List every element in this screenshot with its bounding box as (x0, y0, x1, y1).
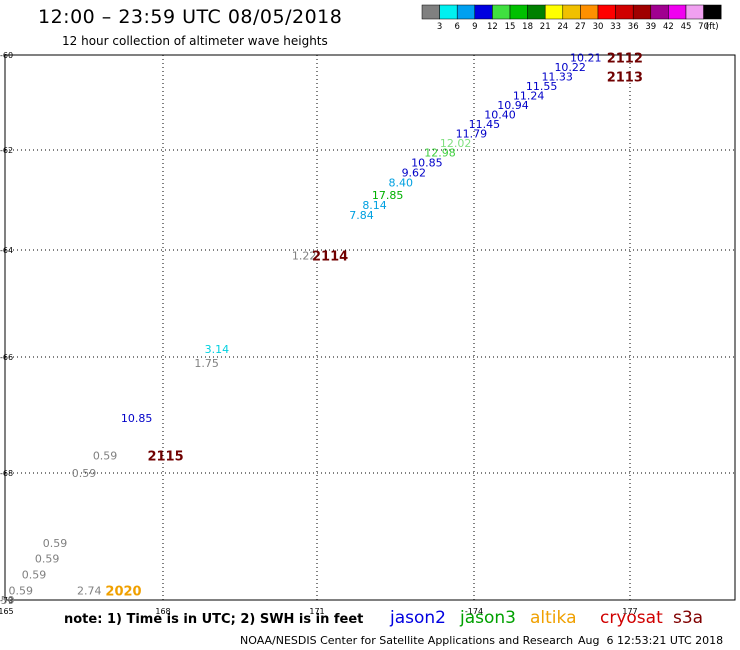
latitude-label: -68 (0, 469, 13, 478)
longitude-label: 168 (155, 607, 170, 616)
colorbar-label: 12 (487, 22, 498, 32)
colorbar-label: 24 (557, 22, 568, 32)
satellite-legend-altika: altika (530, 608, 577, 628)
footer-credit: NOAA/NESDIS Center for Satellite Applica… (240, 634, 574, 647)
longitude-label: 171 (309, 607, 324, 616)
wave-height-value: 11.45 (469, 118, 501, 131)
wave-height-value: 10.40 (484, 108, 516, 121)
pass-number-label: 2113 (607, 70, 643, 85)
colorbar-swatch (509, 4, 528, 20)
wave-height-value: 11.24 (513, 89, 545, 102)
map-subtitle: 12 hour collection of altimeter wave hei… (62, 34, 328, 48)
wave-height-value: 0.59 (35, 553, 60, 566)
wave-height-value: 1.22 (292, 249, 317, 262)
map-grid (4, 54, 736, 601)
observations-layer: 10.2110.2211.3311.5511.2410.9410.4011.45… (0, 51, 602, 607)
latitude-label: -70 (0, 596, 13, 605)
wave-height-value: 0.59 (0, 594, 15, 607)
wave-height-value: 0.59 (43, 537, 68, 550)
colorbar-swatch (685, 4, 704, 20)
latitude-label: -60 (0, 51, 13, 60)
longitude-label: -174 (465, 607, 483, 616)
wave-height-value: 1.75 (194, 357, 219, 370)
pass-number-label: 2115 (147, 450, 183, 465)
colorbar-swatch (456, 4, 476, 20)
wave-height-value: 11.79 (456, 127, 488, 140)
colorbar-swatch (597, 4, 616, 20)
colorbar-label: 70 (698, 22, 709, 32)
colorbar-swatch (562, 4, 581, 20)
colorbar-label: 45 (681, 22, 692, 32)
colorbar-label: 39 (645, 22, 656, 32)
map-title: 12:00 – 23:59 UTC 08/05/2018 (38, 6, 343, 28)
wave-height-value: 10.94 (497, 99, 529, 112)
map-border (4, 54, 736, 601)
satellite-legend-cryosat: cryosat (600, 608, 663, 628)
colorbar-legend: 3 6 9 12 15 18 21 24 27 30 33 36 39 42 45 70(ft) (421, 4, 722, 32)
colorbar-swatch (580, 4, 599, 20)
colorbar-label: 27 (575, 22, 586, 32)
longitude-label: 165 (0, 607, 14, 616)
latitude-label: -64 (0, 246, 13, 255)
colorbar-label: 3 (437, 22, 442, 32)
colorbar-swatch (650, 4, 669, 20)
wave-height-value: 10.22 (554, 61, 586, 74)
latitude-label: -62 (0, 146, 13, 155)
colorbar-swatch (632, 4, 652, 20)
wave-height-value: 10.21 (570, 51, 602, 64)
wave-height-value: 0.59 (9, 584, 34, 597)
wave-height-value: 11.55 (526, 80, 558, 93)
wave-height-value: 3.14 (205, 343, 230, 356)
wave-height-value: 12.98 (424, 147, 456, 160)
colorbar-swatch (421, 4, 440, 20)
satellite-legend-s3a: s3a (673, 608, 704, 628)
wave-height-value: 8.40 (388, 177, 413, 190)
colorbar-swatch (668, 4, 687, 20)
wave-height-value: 2.74 (77, 584, 102, 597)
wave-height-value: 11.33 (541, 70, 573, 83)
colorbar-label: 42 (663, 22, 674, 32)
footer-timestamp: Aug 6 12:53:21 UTC 2018 (578, 634, 724, 647)
wave-height-value: 10.85 (121, 412, 153, 425)
colorbar-swatch (492, 4, 511, 20)
wave-height-value: 7.84 (349, 209, 374, 222)
colorbar-label: 30 (593, 22, 604, 32)
wave-height-value: 0.59 (93, 450, 118, 463)
footer-note: note: 1) Time is in UTC; 2) SWH is in fe… (64, 612, 364, 627)
latitude-label: -66 (0, 353, 13, 362)
colorbar-label: 6 (454, 22, 459, 32)
wave-height-value: 10.85 (411, 157, 443, 170)
wave-height-value: 9.62 (402, 167, 427, 180)
colorbar-swatch (439, 4, 458, 20)
satellite-legend-jason2: jason2 (390, 608, 446, 628)
colorbar-label: 9 (472, 22, 477, 32)
colorbar-swatch (703, 4, 722, 20)
axis-labels: 165 168 171 -174 177 -60 -62 -64 -66 -68 -70 (0, 51, 638, 616)
wave-height-value: 17.85 (372, 189, 404, 202)
colorbar-label: 18 (522, 22, 533, 32)
colorbar-label: 36 (628, 22, 639, 32)
pass-number-label: 2112 (607, 51, 643, 66)
colorbar-unit: (ft) (706, 22, 719, 32)
satellite-legend-jason3: jason3 (460, 608, 516, 628)
colorbar-label: 21 (540, 22, 551, 32)
pass-number-label: 2020 (105, 584, 141, 599)
wave-height-value: 12.02 (440, 137, 472, 150)
wave-height-value: 8.14 (362, 199, 387, 212)
colorbar-swatch (474, 4, 493, 20)
colorbar-label: 15 (505, 22, 516, 32)
pass-labels-layer: 2112 2113 2114 2115 2020 (105, 51, 642, 599)
colorbar-label: 33 (610, 22, 621, 32)
colorbar-swatch (615, 4, 634, 20)
wave-height-value: 0.59 (22, 569, 47, 582)
colorbar-swatch (527, 4, 546, 20)
pass-number-label: 2114 (312, 249, 348, 264)
wave-height-value: 0.59 (72, 467, 97, 480)
colorbar-swatch (544, 4, 564, 20)
longitude-label: 177 (622, 607, 637, 616)
